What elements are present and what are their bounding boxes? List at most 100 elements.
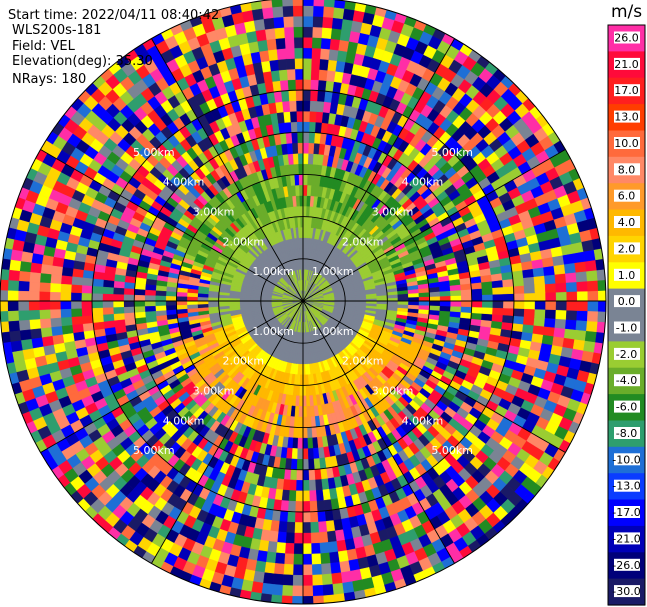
ppi-cell xyxy=(553,264,566,275)
ppi-cell xyxy=(312,16,324,28)
ppi-cell xyxy=(123,288,135,296)
ppi-cell xyxy=(284,37,295,49)
ppi-cell xyxy=(40,327,53,338)
ppi-cell xyxy=(460,288,472,296)
ppi-cell xyxy=(307,142,315,154)
ppi-cell xyxy=(299,385,304,397)
ppi-cell xyxy=(460,294,473,302)
ppi-cell xyxy=(302,501,311,513)
ppi-cell xyxy=(302,26,313,38)
ppi-cell xyxy=(302,595,314,605)
ppi-cell xyxy=(285,47,295,60)
ppi-cell xyxy=(60,275,73,286)
ppi-cell xyxy=(333,0,346,9)
ppi-cell xyxy=(302,532,312,544)
ppi-cell xyxy=(280,500,290,512)
ppi-cell xyxy=(289,479,297,492)
ppi-cell xyxy=(18,319,31,332)
ppi-cell xyxy=(31,253,44,265)
ppi-cell xyxy=(307,437,314,449)
ppi-cell xyxy=(81,285,93,294)
ppi-cell xyxy=(39,309,51,320)
ppi-cell xyxy=(292,595,304,605)
ppi-cell xyxy=(261,582,274,596)
ppi-cell xyxy=(297,437,304,449)
ppi-cell xyxy=(597,279,607,291)
ppi-cell xyxy=(302,448,309,460)
ppi-cell xyxy=(331,572,343,585)
ppi-cell xyxy=(512,277,525,287)
ppi-cell xyxy=(82,269,95,280)
ppi-cell xyxy=(311,542,321,555)
ppi-cell xyxy=(287,511,296,523)
ppi-cell xyxy=(186,292,199,298)
ppi-cell xyxy=(297,142,304,154)
ppi-cell xyxy=(315,100,325,113)
ppi-cell xyxy=(321,111,330,124)
ppi-cell xyxy=(289,110,297,123)
ppi-cell xyxy=(313,595,325,605)
ppi-cell xyxy=(302,163,309,175)
ppi-cell xyxy=(574,261,587,273)
ppi-cell xyxy=(0,279,9,291)
ppi-cell xyxy=(10,249,23,262)
ppi-cell xyxy=(282,16,294,28)
ppi-cell xyxy=(70,292,82,302)
ppi-cell xyxy=(267,48,278,61)
ppi-cell xyxy=(18,280,30,292)
ppi-cell xyxy=(306,184,312,197)
ppi-cell xyxy=(294,405,300,418)
ppi-cell xyxy=(311,563,323,576)
ppi-cell xyxy=(502,286,515,295)
ppi-cell xyxy=(260,0,273,9)
ppi-cell xyxy=(276,48,287,60)
ppi-cell xyxy=(292,5,304,17)
ppi-cell xyxy=(296,469,304,481)
ppi-cell xyxy=(302,522,312,534)
ppi-cell xyxy=(302,427,309,439)
ppi-cell xyxy=(329,551,340,564)
ppi-cell xyxy=(276,542,287,554)
ppi-cell xyxy=(255,560,267,573)
ppi-cell xyxy=(555,291,568,302)
ppi-cell xyxy=(29,319,41,330)
ppi-cell xyxy=(284,468,292,481)
ppi-cell xyxy=(103,272,116,282)
ppi-cell xyxy=(266,38,277,51)
ppi-cell xyxy=(298,174,304,186)
ppi-cell xyxy=(332,582,345,596)
ppi-cell xyxy=(576,290,589,302)
ppi-cell xyxy=(302,153,309,165)
ppi-cell xyxy=(315,111,324,123)
ppi-cell xyxy=(302,0,314,7)
ppi-cell xyxy=(296,479,304,492)
ppi-cell xyxy=(299,195,304,207)
ppi-cell xyxy=(102,293,114,302)
ppi-cell xyxy=(50,274,62,285)
ppi-cell xyxy=(133,300,146,308)
ppi-cell xyxy=(316,500,326,512)
ppi-cell xyxy=(342,8,355,21)
ppi-cell xyxy=(323,0,335,8)
ppi-cell xyxy=(282,5,294,18)
ppi-cell xyxy=(267,541,278,554)
ppi-cell xyxy=(565,272,577,283)
ppi-cell xyxy=(320,552,331,565)
ppi-cell xyxy=(294,522,304,534)
ppi-cell xyxy=(310,532,321,544)
ppi-cell xyxy=(293,543,304,555)
ppi-cell xyxy=(302,553,313,566)
ppi-cell xyxy=(61,266,74,277)
ppi-cell xyxy=(92,271,105,281)
ppi-cell xyxy=(439,290,451,297)
ppi-cell xyxy=(266,551,277,564)
ppi-cell xyxy=(586,280,599,292)
ppi-cell xyxy=(340,18,353,32)
ppi-cell xyxy=(18,270,31,283)
ppi-cell xyxy=(8,330,22,343)
ppi-cell xyxy=(293,416,300,428)
ppi-cell xyxy=(450,295,462,302)
ppi-cell xyxy=(92,278,104,288)
ppi-cell xyxy=(112,294,125,302)
ppi-cell xyxy=(271,584,284,596)
